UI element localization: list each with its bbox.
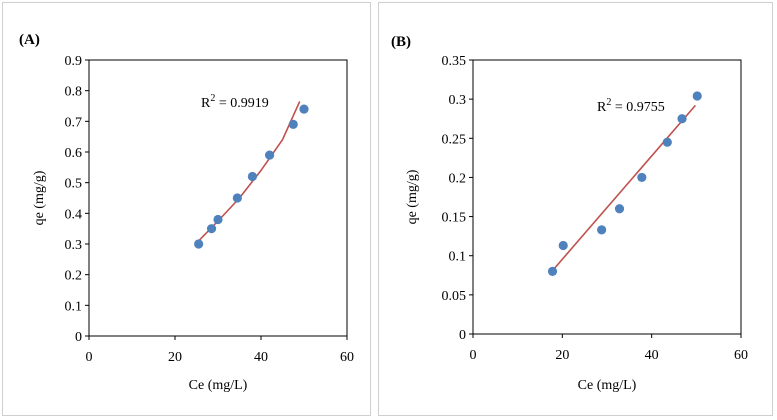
chart-a-x-tick-label: 60	[340, 350, 354, 365]
chart-a-trendline	[198, 101, 301, 242]
chart-a-r-squared-prefix: R	[201, 96, 211, 111]
chart-a-data-point	[232, 193, 242, 203]
chart-a-x-tick-label: 20	[168, 350, 182, 365]
chart-a-x-tick-label: 0	[86, 350, 93, 365]
chart-b-data-point	[662, 137, 672, 147]
chart-b-r-squared-prefix: R	[597, 100, 607, 115]
chart-a-plot-area	[88, 59, 348, 337]
chart-a-data-point	[206, 224, 217, 234]
chart-panel-a: 0 0.1 0.2 0.3 0.4 0.5 0.6 0.7 0.8 0.9 0 20 40 60 Ce (m…	[2, 2, 371, 416]
chart-b-data-point	[597, 225, 607, 235]
chart-a-data-point	[288, 119, 298, 129]
chart-a-y-tick-label: 0.3	[65, 238, 83, 253]
chart-a-y-tick-label: 0.9	[65, 54, 83, 69]
chart-b-y-tick-label: 0.35	[442, 54, 467, 69]
chart-b-y-tick-label: 0.2	[449, 171, 467, 186]
chart-b-y-tick-label: 0.3	[449, 93, 467, 108]
chart-b-x-tick-label: 60	[734, 348, 748, 363]
chart-a-panel-label: (A)	[19, 32, 40, 48]
chart-b-data-point	[547, 266, 558, 276]
chart-b-x-tick-label: 40	[645, 348, 659, 363]
chart-a-y-axis-title: qe (mg/g)	[32, 170, 47, 225]
chart-a-x-tick-label: 40	[254, 350, 268, 365]
chart-b-y-tick-label: 0	[459, 328, 466, 343]
chart-b-y-tick-label: 0.25	[442, 132, 467, 147]
chart-a-svg: 0 0.1 0.2 0.3 0.4 0.5 0.6 0.7 0.8 0.9 0 20 40 60 Ce (m…	[19, 32, 354, 393]
chart-a-y-tick-label: 0.4	[65, 207, 83, 222]
chart-b-r-squared-label: R2 = 0.9755	[597, 97, 665, 115]
chart-b-y-axis-title: qe (mg/g)	[405, 169, 420, 224]
chart-b-plot-area	[472, 59, 742, 335]
chart-a-data-point	[213, 214, 223, 225]
chart-b-data-point	[614, 204, 625, 214]
chart-a-x-axis-title: Ce (mg/L)	[189, 378, 248, 393]
chart-panel-b: 0 0.05 0.1 0.15 0.2 0.25 0.3 0.35 0 20 40 60 Ce (mg/…	[378, 2, 773, 416]
chart-a-y-tick-label: 0.7	[65, 115, 83, 130]
chart-a-y-tick-label: 0.5	[65, 177, 83, 192]
chart-a-y-tick-label: 0.8	[65, 85, 83, 100]
chart-b-x-tick-label: 0	[470, 348, 477, 363]
chart-a-data-point	[299, 104, 309, 114]
chart-a-data-point	[194, 239, 204, 249]
chart-b-y-tick-label: 0.05	[442, 289, 467, 304]
chart-b-data-point	[677, 114, 687, 124]
chart-a-r-squared-label: R2 = 0.9919	[201, 93, 269, 111]
chart-b-r-squared-value: = 0.9755	[611, 100, 664, 115]
chart-b-trendline	[551, 104, 697, 272]
chart-b-data-point	[558, 240, 568, 251]
chart-a-data-point	[247, 171, 257, 182]
chart-a-y-tick-label: 0	[75, 330, 82, 345]
chart-a-y-tick-label: 0.1	[65, 299, 83, 314]
chart-a-r-squared-value: = 0.9919	[215, 96, 268, 111]
chart-b-y-tick-label: 0.15	[442, 211, 467, 226]
chart-b-data-point	[692, 91, 702, 101]
chart-b-svg: 0 0.05 0.1 0.15 0.2 0.25 0.3 0.35 0 20 40 60 Ce (mg/…	[391, 34, 748, 393]
chart-a-y-tick-label: 0.6	[65, 146, 83, 161]
chart-a-data-point	[265, 150, 275, 160]
chart-b-x-tick-label: 20	[555, 348, 569, 363]
chart-a-y-tick-label: 0.2	[65, 269, 83, 284]
chart-b-y-tick-label: 0.1	[449, 250, 467, 265]
chart-b-x-axis-title: Ce (mg/L)	[578, 378, 637, 393]
chart-b-r-squared-exponent: 2	[606, 97, 611, 108]
chart-b-panel-label: (B)	[391, 34, 411, 50]
chart-b-data-point	[637, 172, 647, 183]
chart-a-r-squared-exponent: 2	[210, 93, 215, 104]
